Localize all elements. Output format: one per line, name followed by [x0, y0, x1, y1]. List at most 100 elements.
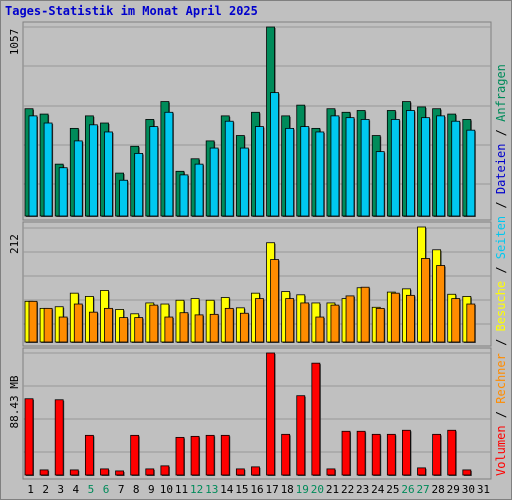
- x-tick-label: 5: [88, 483, 95, 496]
- bar-rechner-day-29: [451, 298, 461, 343]
- bar-rechner-day-9: [149, 304, 159, 343]
- bar-rechner-day-23: [360, 286, 370, 343]
- x-tick-label: 18: [281, 483, 294, 496]
- bar-rechner-day-8: [134, 317, 144, 343]
- bar-rechner-day-28: [436, 265, 446, 343]
- bar-dateien-day-5: [88, 124, 98, 217]
- legend-separator: /: [494, 404, 508, 418]
- bar-volumen-day-5: [84, 434, 94, 476]
- x-tick-label: 27: [416, 483, 429, 496]
- y-axis-label: 88.43 MB: [8, 375, 21, 428]
- bar-volumen-day-20: [311, 362, 321, 476]
- bar-rechner-day-24: [375, 307, 385, 343]
- bar-volumen-day-21: [326, 468, 336, 476]
- bar-rechner-day-10: [164, 316, 174, 343]
- bar-rechner-day-15: [239, 312, 249, 343]
- x-tick-label: 17: [265, 483, 278, 496]
- x-tick-label: 23: [356, 483, 369, 496]
- x-tick-label: 13: [205, 483, 218, 496]
- bar-volumen-day-8: [130, 434, 140, 476]
- legend-separator: /: [494, 122, 508, 136]
- bar-volumen-day-18: [281, 433, 291, 476]
- bar-volumen-day-6: [100, 468, 109, 476]
- x-tick-label: 15: [235, 483, 248, 496]
- x-tick-label: 22: [341, 483, 354, 496]
- bar-dateien-day-9: [149, 126, 159, 217]
- x-tick-label: 31: [477, 483, 490, 496]
- bar-dateien-day-13: [209, 147, 219, 217]
- bar-dateien-day-26: [406, 110, 415, 217]
- bar-dateien-day-10: [164, 111, 174, 217]
- x-tick-label: 25: [386, 483, 399, 496]
- bar-dateien-day-18: [285, 127, 295, 217]
- bar-volumen-day-17: [266, 352, 275, 476]
- legend-separator: /: [494, 194, 508, 208]
- bar-volumen-day-11: [175, 436, 185, 476]
- bar-rechner-day-18: [285, 298, 295, 343]
- y-axis-label: 1057: [8, 29, 21, 56]
- bar-dateien-day-4: [73, 140, 83, 217]
- legend-group: Volumen / Rechner / Besuche / Seiten / D…: [494, 64, 508, 476]
- bar-dateien-day-6: [104, 131, 113, 217]
- x-tick-label: 10: [160, 483, 173, 496]
- x-tick-label: 3: [57, 483, 64, 496]
- bar-rechner-day-5: [88, 311, 98, 343]
- x-tick-label: 29: [447, 483, 460, 496]
- bar-rechner-day-12: [194, 314, 204, 343]
- bar-dateien-day-30: [466, 129, 476, 217]
- bar-dateien-day-27: [421, 117, 430, 217]
- x-tick-label: 8: [133, 483, 140, 496]
- bar-rechner-day-30: [466, 303, 476, 343]
- plot-area: [22, 347, 492, 480]
- bar-dateien-day-20: [315, 131, 325, 217]
- bar-volumen-day-12: [190, 435, 200, 476]
- legend-separator: /: [494, 331, 508, 345]
- bar-rechner-day-11: [179, 312, 189, 343]
- x-tick-label: 30: [462, 483, 475, 496]
- bar-rechner-day-25: [390, 292, 400, 343]
- legend-anfragen: Anfragen: [494, 64, 508, 122]
- bar-dateien-day-29: [451, 120, 461, 217]
- bar-dateien-day-21: [330, 115, 340, 217]
- bar-volumen-day-2: [39, 469, 49, 476]
- bar-volumen-day-15: [235, 468, 245, 476]
- bar-volumen-day-1: [24, 398, 34, 476]
- bar-dateien-day-2: [43, 122, 53, 217]
- bar-volumen-day-13: [205, 434, 215, 476]
- bar-dateien-day-24: [375, 151, 385, 217]
- bar-rechner-day-21: [330, 304, 340, 343]
- bar-volumen-day-28: [432, 433, 442, 476]
- bar-dateien-day-16: [255, 126, 264, 217]
- x-tick-label: 20: [311, 483, 324, 496]
- bar-rechner-day-17: [270, 259, 279, 343]
- bar-volumen-day-19: [296, 395, 306, 476]
- bar-dateien-day-11: [179, 174, 189, 217]
- legend-seiten: Seiten: [494, 216, 508, 259]
- bar-volumen-day-4: [69, 469, 79, 476]
- bar-dateien-day-14: [224, 120, 234, 217]
- bar-rechner-day-1: [28, 300, 38, 343]
- bar-volumen-day-27: [417, 467, 426, 476]
- bar-dateien-day-28: [436, 115, 446, 217]
- bar-rechner-day-20: [315, 316, 325, 343]
- bar-volumen-day-9: [145, 468, 155, 476]
- bar-rechner-day-3: [58, 316, 68, 343]
- bar-volumen-day-3: [54, 399, 64, 476]
- x-tick-label: 16: [250, 483, 263, 496]
- bar-dateien-day-3: [58, 167, 68, 217]
- x-tick-label: 11: [175, 483, 188, 496]
- x-tick-label: 2: [42, 483, 49, 496]
- x-tick-label: 19: [296, 483, 309, 496]
- legend-besuche: Besuche: [494, 281, 508, 332]
- bar-volumen-day-30: [462, 469, 472, 476]
- x-tick-label: 4: [73, 483, 80, 496]
- bar-dateien-day-17: [270, 92, 279, 217]
- x-tick-label: 26: [401, 483, 414, 496]
- bar-rechner-day-27: [421, 258, 430, 343]
- x-tick-label: 12: [190, 483, 203, 496]
- bar-dateien-day-15: [239, 147, 249, 217]
- x-tick-label: 7: [118, 483, 125, 496]
- y-axis-label: 212: [8, 234, 21, 254]
- bar-rechner-day-2: [43, 307, 53, 343]
